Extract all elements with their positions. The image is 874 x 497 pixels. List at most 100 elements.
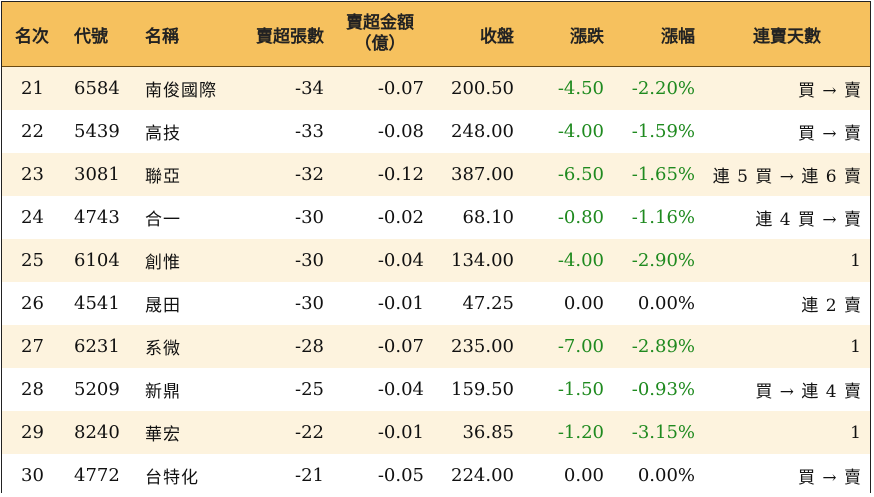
table-row: 30 4772 台特化 -21 -0.05 224.00 0.00 0.00% 買 → 賣 bbox=[2, 454, 870, 497]
header-sell-amount: 賣超金額 （億） bbox=[332, 2, 428, 66]
sell-lots-cell: -22 bbox=[295, 422, 324, 443]
code-cell: 6231 bbox=[74, 336, 120, 357]
name-cell: 系微 bbox=[145, 339, 181, 359]
code-cell: 4743 bbox=[74, 207, 120, 228]
sell-amount-cell: -0.04 bbox=[377, 250, 424, 271]
code-cell: 4541 bbox=[74, 293, 120, 314]
change-cell: 0.00 bbox=[563, 293, 604, 314]
close-cell: 47.25 bbox=[462, 293, 514, 314]
sell-amount-cell: -0.07 bbox=[377, 336, 424, 357]
header-name: 名稱 bbox=[145, 26, 179, 47]
sell-lots-cell: -30 bbox=[295, 207, 324, 228]
table-row: 23 3081 聯亞 -32 -0.12 387.00 -6.50 -1.65% 連 5 買 →… bbox=[2, 153, 870, 196]
change-pct-cell: 0.00% bbox=[637, 465, 695, 486]
close-cell: 134.00 bbox=[451, 250, 514, 271]
change-cell: -4.00 bbox=[557, 250, 604, 271]
close-cell: 224.00 bbox=[451, 465, 514, 486]
rank-cell: 26 bbox=[21, 293, 44, 314]
change-pct-cell: -3.15% bbox=[631, 422, 695, 443]
close-cell: 200.50 bbox=[451, 78, 514, 99]
name-cell: 華宏 bbox=[145, 425, 181, 445]
close-cell: 36.85 bbox=[462, 422, 514, 443]
header-change-pct: 漲幅 bbox=[661, 26, 695, 47]
streak-cell: 買 → 賣 bbox=[797, 81, 862, 101]
sell-lots-cell: -25 bbox=[295, 379, 324, 400]
header-code: 代號 bbox=[74, 26, 108, 47]
change-cell: -4.00 bbox=[557, 121, 604, 142]
rank-cell: 22 bbox=[21, 121, 44, 142]
header-streak: 連賣天數 bbox=[753, 26, 821, 47]
name-cell: 聯亞 bbox=[145, 167, 181, 187]
close-cell: 159.50 bbox=[451, 379, 514, 400]
streak-cell: 買 → 連 4 賣 bbox=[755, 382, 862, 402]
table-row: 25 6104 創惟 -30 -0.04 134.00 -4.00 -2.90% 1 bbox=[2, 239, 870, 282]
header-rank: 名次 bbox=[15, 26, 49, 47]
change-cell: -6.50 bbox=[557, 164, 604, 185]
change-cell: -7.00 bbox=[557, 336, 604, 357]
change-pct-cell: -2.89% bbox=[631, 336, 695, 357]
name-cell: 新鼎 bbox=[145, 382, 181, 402]
table-header: 名次 代號 名稱 賣超張數 賣超金額 （億） 收盤 漲跌 漲幅 連賣天數 bbox=[2, 2, 870, 67]
table-body: 21 6584 南俊國際 -34 -0.07 200.50 -4.50 -2.20% 買 → 賣… bbox=[2, 67, 870, 497]
table-row: 24 4743 合一 -30 -0.02 68.10 -0.80 -1.16% 連 4 買 → … bbox=[2, 196, 870, 239]
rank-cell: 30 bbox=[21, 465, 44, 486]
streak-cell: 1 bbox=[850, 422, 862, 443]
sell-amount-cell: -0.04 bbox=[377, 379, 424, 400]
rank-cell: 25 bbox=[21, 250, 44, 271]
sell-lots-cell: -30 bbox=[295, 293, 324, 314]
change-cell: -1.50 bbox=[557, 379, 604, 400]
table-row: 27 6231 系微 -28 -0.07 235.00 -7.00 -2.89% 1 bbox=[2, 325, 870, 368]
name-cell: 南俊國際 bbox=[145, 81, 217, 101]
streak-cell: 連 5 買 → 連 6 賣 bbox=[712, 167, 862, 187]
change-pct-cell: -1.59% bbox=[631, 121, 695, 142]
streak-cell: 買 → 賣 bbox=[797, 124, 862, 144]
header-sell-amount-label: 賣超金額 bbox=[346, 13, 414, 33]
streak-cell: 1 bbox=[850, 250, 862, 271]
close-cell: 235.00 bbox=[451, 336, 514, 357]
code-cell: 6104 bbox=[74, 250, 120, 271]
sell-amount-cell: -0.12 bbox=[377, 164, 424, 185]
sell-amount-cell: -0.05 bbox=[377, 465, 424, 486]
change-cell: -1.20 bbox=[557, 422, 604, 443]
rank-cell: 28 bbox=[21, 379, 44, 400]
close-cell: 387.00 bbox=[451, 164, 514, 185]
code-cell: 8240 bbox=[74, 422, 120, 443]
change-cell: 0.00 bbox=[563, 465, 604, 486]
streak-cell: 1 bbox=[850, 336, 862, 357]
header-sell-amount-unit: （億） bbox=[354, 34, 406, 54]
streak-cell: 連 4 買 → 賣 bbox=[755, 210, 862, 230]
change-pct-cell: -1.65% bbox=[631, 164, 695, 185]
table-row: 29 8240 華宏 -22 -0.01 36.85 -1.20 -3.15% 1 bbox=[2, 411, 870, 454]
rank-cell: 27 bbox=[21, 336, 44, 357]
name-cell: 晟田 bbox=[145, 296, 181, 316]
sell-lots-cell: -30 bbox=[295, 250, 324, 271]
sell-amount-cell: -0.01 bbox=[377, 422, 424, 443]
change-pct-cell: -2.90% bbox=[631, 250, 695, 271]
streak-cell: 連 2 賣 bbox=[801, 296, 862, 316]
rank-cell: 29 bbox=[21, 422, 44, 443]
code-cell: 4772 bbox=[74, 465, 120, 486]
name-cell: 高技 bbox=[145, 124, 181, 144]
change-pct-cell: 0.00% bbox=[637, 293, 695, 314]
sell-amount-cell: -0.08 bbox=[377, 121, 424, 142]
table-row: 22 5439 高技 -33 -0.08 248.00 -4.00 -1.59% 買 → 賣 bbox=[2, 110, 870, 153]
table-row: 28 5209 新鼎 -25 -0.04 159.50 -1.50 -0.93% 買 → 連 4… bbox=[2, 368, 870, 411]
rank-cell: 21 bbox=[21, 78, 44, 99]
rank-cell: 24 bbox=[21, 207, 44, 228]
change-pct-cell: -1.16% bbox=[631, 207, 695, 228]
code-cell: 6584 bbox=[74, 78, 120, 99]
sell-amount-cell: -0.07 bbox=[377, 78, 424, 99]
name-cell: 台特化 bbox=[145, 468, 199, 488]
table-row: 21 6584 南俊國際 -34 -0.07 200.50 -4.50 -2.20% 買 → 賣 bbox=[2, 67, 870, 110]
change-cell: -4.50 bbox=[557, 78, 604, 99]
name-cell: 創惟 bbox=[145, 253, 181, 273]
header-change: 漲跌 bbox=[570, 26, 604, 47]
sell-lots-cell: -28 bbox=[295, 336, 324, 357]
code-cell: 5439 bbox=[74, 121, 120, 142]
close-cell: 248.00 bbox=[451, 121, 514, 142]
sell-lots-cell: -21 bbox=[295, 465, 324, 486]
rank-cell: 23 bbox=[21, 164, 44, 185]
close-cell: 68.10 bbox=[462, 207, 514, 228]
table-row: 26 4541 晟田 -30 -0.01 47.25 0.00 0.00% 連 2 賣 bbox=[2, 282, 870, 325]
